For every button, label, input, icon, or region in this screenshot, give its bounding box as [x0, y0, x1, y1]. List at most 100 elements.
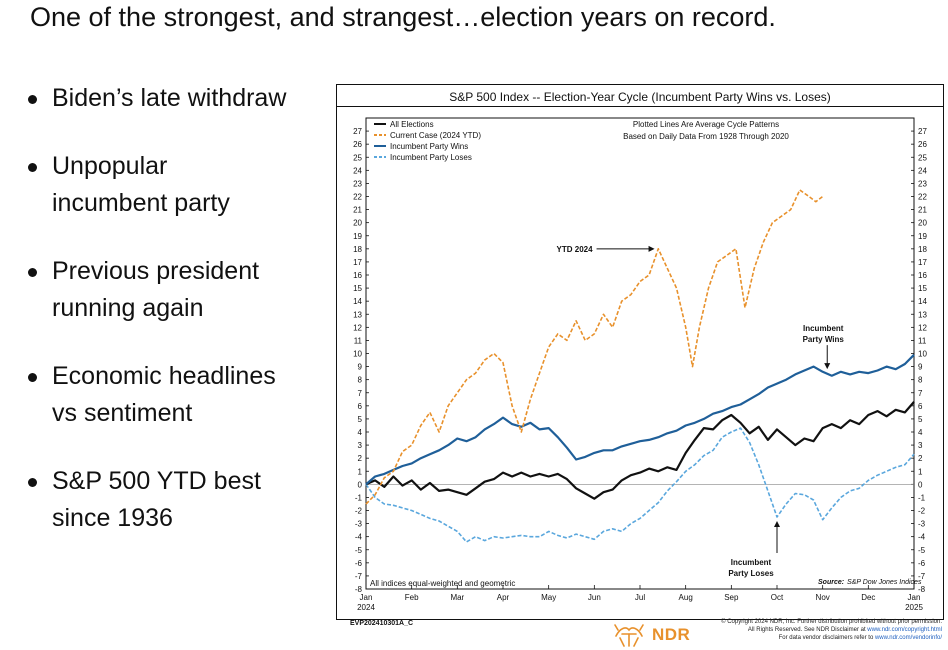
y-tick-label-right: 19 — [918, 232, 927, 241]
y-tick-label-left: -8 — [355, 585, 363, 594]
ndr-logo-text: NDR — [652, 625, 691, 644]
election-cycle-chart: S&P 500 Index -- Election-Year Cycle (In… — [336, 84, 944, 620]
copyright-link[interactable]: www.ndr.com/copyright.html — [867, 627, 942, 633]
x-tick-label: Sep — [724, 593, 739, 602]
y-tick-label-right: -1 — [918, 493, 926, 502]
legend-label-wins: Incumbent Party Wins — [390, 142, 468, 151]
annotation-ytd-label: YTD 2024 — [557, 245, 594, 254]
y-tick-label-right: 20 — [918, 219, 927, 228]
x-tick-label: Mar — [450, 593, 464, 602]
y-tick-label-left: 9 — [358, 363, 363, 372]
y-tick-label-left: 2 — [358, 454, 363, 463]
x-tick-label: Jan — [360, 593, 373, 602]
slide-title: One of the strongest, and strangest…elec… — [30, 2, 776, 32]
x-tick-label: Feb — [405, 593, 419, 602]
chart-subtitle-line2: Based on Daily Data From 1928 Through 20… — [623, 132, 789, 141]
y-tick-label-right: 1 — [918, 467, 923, 476]
y-tick-label-right: 4 — [918, 428, 923, 437]
y-tick-label-left: -6 — [355, 559, 363, 568]
y-tick-label-left: 17 — [353, 258, 362, 267]
y-tick-label-left: 21 — [353, 206, 362, 215]
y-tick-label-right: 15 — [918, 284, 927, 293]
annotation-ytd-arrow-head — [648, 245, 655, 252]
y-tick-label-left: 23 — [353, 179, 362, 188]
bullet-line: since 1936 — [52, 504, 173, 532]
y-tick-label-right: -3 — [918, 520, 926, 529]
bullet-item: S&P 500 YTD best since 1936 — [26, 463, 352, 537]
y-tick-label-left: 22 — [353, 193, 362, 202]
annotation-loses-arrow-head — [774, 521, 780, 528]
annotations-layer: YTD 2024 Incumbent Party Wins Incumbent Part… — [557, 245, 845, 578]
chart-note: All indices equal-weighted and geometric — [370, 579, 515, 588]
ndr-logo: NDR — [612, 622, 690, 648]
x-tick-label: Jan — [908, 593, 921, 602]
y-tick-label-right: -2 — [918, 507, 926, 516]
y-tick-label-left: -7 — [355, 572, 363, 581]
y-tick-label-left: -1 — [355, 493, 363, 502]
y-tick-label-right: 10 — [918, 350, 927, 359]
y-tick-label-right: 22 — [918, 193, 927, 202]
bullet-line: running again — [52, 294, 204, 322]
y-tick-label-right: 25 — [918, 153, 927, 162]
y-tick-label-left: 11 — [354, 336, 363, 345]
legend-label-loses: Incumbent Party Loses — [390, 153, 472, 162]
y-tick-label-left: 16 — [353, 271, 362, 280]
y-tick-label-right: 26 — [918, 140, 927, 149]
series-layer — [365, 189, 915, 543]
y-tick-label-right: 6 — [918, 402, 923, 411]
vendor-link[interactable]: www.ndr.com/vendorinfo/ — [874, 635, 942, 641]
chart-subtitle-line1: Plotted Lines Are Average Cycle Patterns — [633, 120, 779, 129]
copyright-line: All Rights Reserved. See NDR Disclaimer … — [642, 626, 942, 634]
x-tick-year: 2024 — [357, 603, 375, 612]
series-line-current-case-2024-ytd — [365, 189, 824, 505]
y-tick-label-left: 12 — [353, 323, 362, 332]
y-tick-label-right: 13 — [918, 310, 927, 319]
bullet-line: Biden’s late withdraw — [52, 84, 287, 112]
y-tick-label-left: 27 — [353, 127, 362, 136]
y-tick-label-left: -2 — [355, 507, 363, 516]
bullet-line: Previous president — [52, 257, 260, 285]
x-tick-year: 2025 — [905, 603, 923, 612]
y-tick-label-right: 2 — [918, 454, 923, 463]
bullet-item: Biden’s late withdraw — [26, 80, 352, 117]
source-label: Source: — [818, 579, 844, 586]
y-tick-label-right: 11 — [918, 336, 927, 345]
y-tick-label-right: -5 — [918, 546, 926, 555]
x-tick-label: Oct — [771, 593, 784, 602]
copyright-notice: © Copyright 2024 NDR, Inc. Further distr… — [642, 618, 942, 642]
y-tick-label-left: 8 — [358, 376, 363, 385]
y-tick-label-right: -8 — [918, 585, 926, 594]
y-tick-label-left: 15 — [353, 284, 362, 293]
y-tick-label-left: -5 — [355, 546, 363, 555]
y-tick-label-right: 14 — [918, 297, 927, 306]
y-tick-label-left: 13 — [353, 310, 362, 319]
y-tick-label-right: 27 — [918, 127, 927, 136]
bullet-line: Unpopular — [52, 152, 168, 180]
chart-title: S&P 500 Index -- Election-Year Cycle (In… — [449, 90, 831, 104]
copyright-text: All Rights Reserved. See NDR Disclaimer … — [747, 627, 868, 633]
y-tick-label-right: 5 — [918, 415, 923, 424]
bullet-item: Economic headlines vs sentiment — [26, 358, 352, 432]
y-tick-label-right: 16 — [918, 271, 927, 280]
y-tick-label-right: -4 — [918, 533, 926, 542]
y-tick-label-left: 7 — [358, 389, 363, 398]
annotation-loses-label: Party Loses — [728, 569, 774, 578]
copyright-line: © Copyright 2024 NDR, Inc. Further distr… — [721, 619, 942, 625]
bullet-line: vs sentiment — [52, 399, 193, 427]
y-tick-label-right: 24 — [918, 166, 927, 175]
x-tick-label: Nov — [816, 593, 830, 602]
vendor-text: For data vendor disclaimers refer to — [778, 635, 875, 641]
x-tick-label: Apr — [497, 593, 510, 602]
copyright-line: For data vendor disclaimers refer to www… — [642, 634, 942, 642]
annotation-loses-label: Incumbent — [731, 558, 772, 567]
bullet-item: Unpopular incumbent party — [26, 148, 352, 222]
bullet-line: incumbent party — [52, 189, 230, 217]
chart-frame — [336, 84, 944, 620]
y-tick-label-left: 5 — [358, 415, 363, 424]
annotation-wins-label: Party Wins — [803, 335, 845, 344]
legend-label-current: Current Case (2024 YTD) — [390, 131, 481, 140]
y-tick-label-right: 8 — [918, 376, 923, 385]
y-tick-label-left: 1 — [358, 467, 363, 476]
y-tick-label-right: 17 — [918, 258, 927, 267]
